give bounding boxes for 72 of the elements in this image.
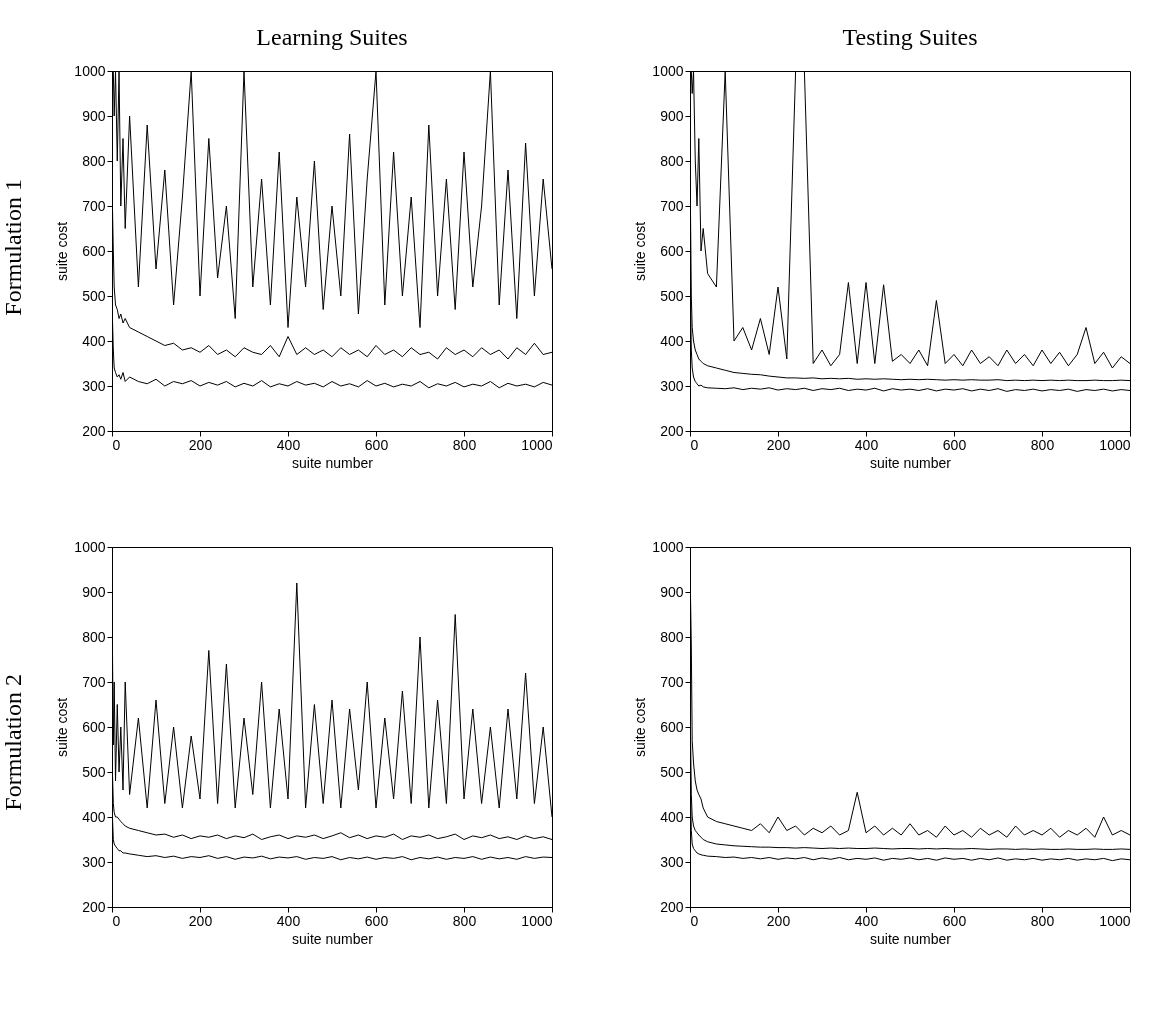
x-tick-label: 200: [188, 436, 213, 452]
x-tick-label: 600: [942, 436, 967, 452]
y-tick-label: 600: [82, 718, 106, 734]
y-axis-title: suite cost: [632, 697, 649, 757]
x-tick-label: 0: [112, 912, 121, 928]
y-tick-label: 200: [660, 422, 684, 438]
y-tick-label: 400: [82, 808, 106, 824]
y-tick-label: 300: [660, 853, 684, 869]
y-tick-label: 1000: [652, 62, 684, 78]
y-tick-label: 600: [660, 718, 684, 734]
x-tick-label: 0: [112, 436, 121, 452]
y-axis-title: suite cost: [54, 697, 71, 757]
text: Formulation 2: [0, 674, 27, 811]
x-tick-label: 800: [1030, 912, 1055, 928]
x-tick-label: 400: [276, 912, 301, 928]
x-axis-title: suite number: [292, 454, 374, 470]
x-tick-label: 0: [690, 912, 699, 928]
x-tick-label: 400: [854, 436, 879, 452]
x-tick-label: 200: [766, 912, 791, 928]
y-tick-label: 800: [660, 152, 684, 168]
y-tick-label: 900: [82, 583, 106, 599]
y-axis-title: suite cost: [54, 221, 71, 281]
x-tick-label: 1000: [521, 912, 553, 928]
x-tick-label: 200: [188, 912, 213, 928]
y-tick-label: 400: [82, 332, 106, 348]
x-tick-label: 800: [452, 436, 477, 452]
x-tick-label: 1000: [1099, 436, 1131, 452]
y-tick-label: 500: [82, 287, 106, 303]
y-tick-label: 400: [660, 332, 684, 348]
y-tick-label: 1000: [74, 62, 106, 78]
x-axis-title: suite number: [870, 454, 952, 470]
y-tick-label: 500: [660, 763, 684, 779]
y-axis-title: suite cost: [632, 221, 649, 281]
x-tick-label: 400: [276, 436, 301, 452]
y-tick-label: 800: [660, 628, 684, 644]
x-tick-label: 0: [690, 436, 699, 452]
y-tick-label: 200: [82, 422, 106, 438]
y-tick-label: 700: [660, 673, 684, 689]
chart-title: Testing Suites: [842, 23, 978, 50]
y-tick-label: 600: [82, 242, 106, 258]
x-axis-title: suite number: [292, 930, 374, 946]
x-tick-label: 600: [942, 912, 967, 928]
y-tick-label: 700: [82, 197, 106, 213]
y-tick-label: 800: [82, 628, 106, 644]
y-tick-label: 200: [82, 898, 106, 914]
x-tick-label: 800: [1030, 436, 1055, 452]
x-tick-label: 600: [364, 436, 389, 452]
x-tick-label: 800: [452, 912, 477, 928]
x-tick-label: 200: [766, 436, 791, 452]
y-tick-label: 1000: [74, 538, 106, 554]
y-tick-label: 300: [660, 377, 684, 393]
y-tick-label: 300: [82, 377, 106, 393]
y-tick-label: 900: [660, 583, 684, 599]
y-tick-label: 400: [660, 808, 684, 824]
y-tick-label: 500: [660, 287, 684, 303]
y-tick-label: 200: [660, 898, 684, 914]
x-axis-title: suite number: [870, 930, 952, 946]
chart-title: Learning Suites: [256, 23, 408, 50]
x-tick-label: 600: [364, 912, 389, 928]
x-tick-label: 1000: [1099, 912, 1131, 928]
x-tick-label: 1000: [521, 436, 553, 452]
y-tick-label: 500: [82, 763, 106, 779]
y-tick-label: 700: [82, 673, 106, 689]
y-tick-label: 300: [82, 853, 106, 869]
y-tick-label: 900: [660, 107, 684, 123]
y-tick-label: 600: [660, 242, 684, 258]
y-tick-label: 700: [660, 197, 684, 213]
y-tick-label: 800: [82, 152, 106, 168]
x-tick-label: 400: [854, 912, 879, 928]
y-tick-label: 900: [82, 107, 106, 123]
text: Formulation 1: [0, 179, 27, 316]
y-tick-label: 1000: [652, 538, 684, 554]
